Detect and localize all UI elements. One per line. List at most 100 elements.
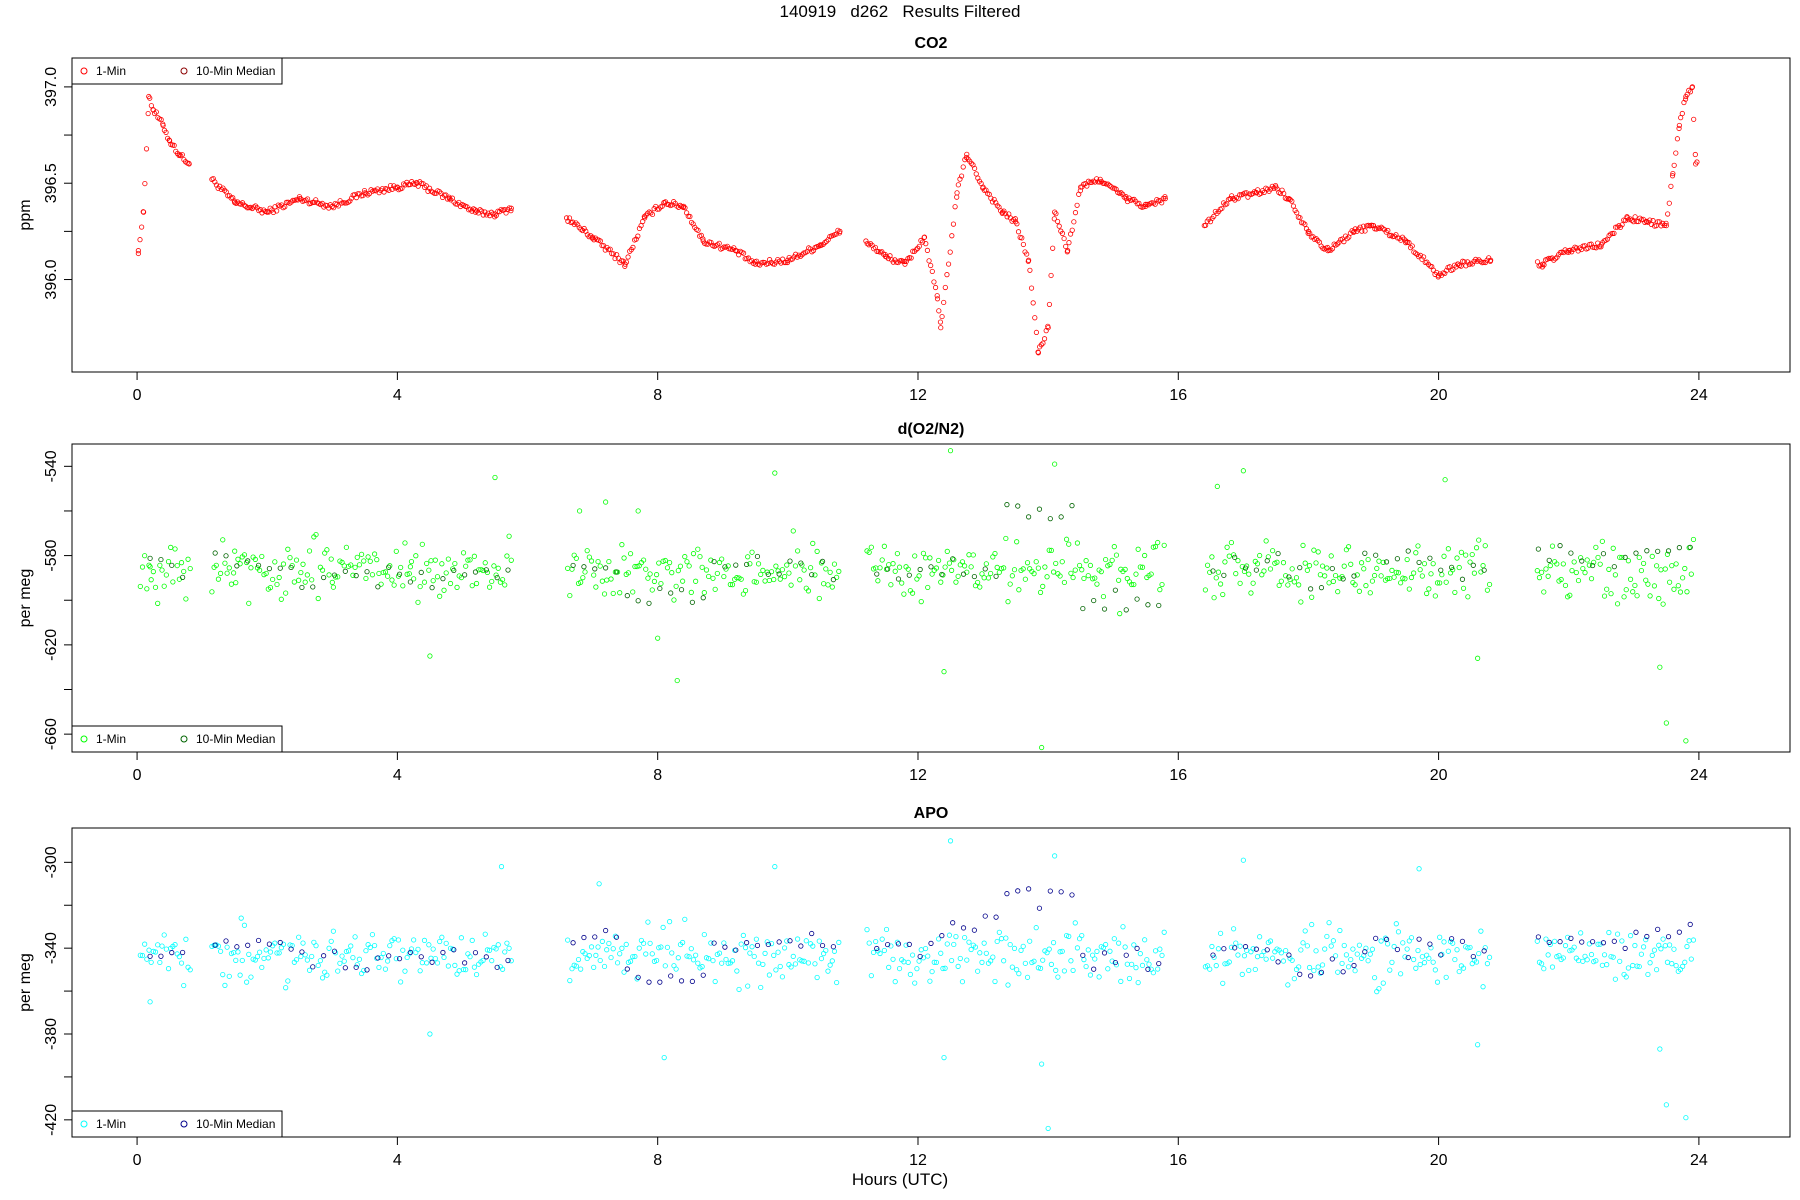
apo-point [1597, 941, 1603, 947]
o2n2-point [502, 582, 508, 588]
apo-point [1259, 952, 1265, 959]
co2-point [1341, 239, 1347, 245]
apo-point [1623, 974, 1629, 980]
y-tick-label: -580 [43, 539, 60, 571]
o2n2-point [697, 553, 703, 560]
o2n2-point [148, 577, 154, 583]
o2n2-point [1658, 567, 1664, 573]
median-point [787, 938, 793, 944]
o2n2-point [233, 580, 239, 586]
apo-point [315, 962, 321, 969]
o2n2-point [1215, 569, 1222, 575]
apo-point [740, 932, 746, 938]
apo-point [1478, 928, 1484, 934]
median-point [1232, 554, 1238, 560]
co2-point [947, 249, 953, 255]
co2-point [957, 176, 963, 182]
median-point [1004, 502, 1010, 508]
o2n2-point [1085, 573, 1091, 579]
apo-point [1408, 935, 1415, 941]
apo-point [1467, 944, 1473, 951]
median-point [1383, 936, 1390, 942]
o2n2-point [630, 589, 636, 595]
co2-point [1281, 190, 1287, 197]
o2n2-point [213, 562, 219, 568]
co2-point [139, 224, 145, 230]
apo-point [1001, 958, 1007, 964]
o2n2-point [1356, 588, 1363, 594]
apo-point [888, 943, 894, 949]
apo-point [1345, 964, 1352, 970]
o2n2-point [1404, 556, 1410, 563]
co2-point [244, 205, 250, 211]
apo-point [1413, 965, 1419, 971]
co2-point [1689, 84, 1695, 90]
co2-point [1162, 194, 1168, 200]
co2-point [1383, 229, 1389, 235]
median-point [1232, 945, 1238, 951]
o2n2-point [1059, 559, 1065, 565]
apo-point [285, 978, 291, 984]
o2n2-point [768, 569, 775, 575]
median-point [1145, 966, 1151, 972]
apo-point [1363, 945, 1369, 951]
o2n2-point [896, 564, 903, 570]
apo-point [1068, 958, 1074, 964]
median-point [1080, 605, 1086, 612]
co2-point [1032, 315, 1038, 321]
co2-point [290, 197, 296, 203]
apo-point [495, 942, 501, 948]
median-point [1329, 565, 1335, 572]
o2n2-point [1415, 543, 1421, 549]
co2-point [436, 188, 442, 195]
o2n2-point [1443, 579, 1449, 585]
apo-point [1682, 959, 1688, 965]
co2-point [1612, 224, 1619, 230]
apo-point [139, 952, 146, 959]
median-point [678, 587, 685, 593]
co2-point [791, 254, 797, 260]
o2n2-point [185, 556, 191, 562]
o2n2-point [966, 552, 972, 558]
co2-point [1004, 214, 1010, 220]
co2-point [1290, 203, 1297, 209]
median-point [1351, 573, 1357, 579]
apo-point [1430, 959, 1436, 965]
apo-point [708, 940, 714, 946]
median-point [1123, 952, 1129, 958]
median-point [234, 563, 240, 569]
o2n2-point [1090, 576, 1096, 582]
legend-label-median: 10-Min Median [196, 1117, 275, 1131]
o2n2-point [1606, 566, 1612, 572]
co2-point [407, 181, 413, 188]
apo-point [1220, 980, 1226, 986]
median-point [462, 572, 468, 578]
apo-point [1673, 963, 1679, 969]
median-point [613, 569, 620, 575]
apo-point [319, 975, 326, 981]
apo-point [1296, 964, 1302, 970]
apo-point [1476, 950, 1482, 957]
co2-point [394, 184, 400, 190]
o2n2-point [914, 576, 920, 582]
apo-point [220, 972, 226, 978]
apo-point [1588, 951, 1595, 958]
median-point [581, 564, 587, 570]
median-point [1004, 891, 1010, 897]
apo-point [1367, 951, 1373, 957]
co2-point [902, 261, 908, 267]
apo-point [246, 951, 252, 957]
apo-point [998, 936, 1005, 942]
o2n2-point [1270, 548, 1276, 554]
apo-point [1578, 930, 1584, 936]
apo-point [309, 953, 315, 960]
median-point [635, 974, 641, 980]
co2-point [1360, 223, 1367, 229]
apo-point [1389, 959, 1395, 965]
o2n2-point [352, 564, 358, 570]
median-point [1156, 602, 1162, 609]
co2-point [911, 248, 918, 255]
median-point [592, 566, 598, 572]
apo-point [267, 949, 274, 955]
median-point [1362, 949, 1368, 955]
